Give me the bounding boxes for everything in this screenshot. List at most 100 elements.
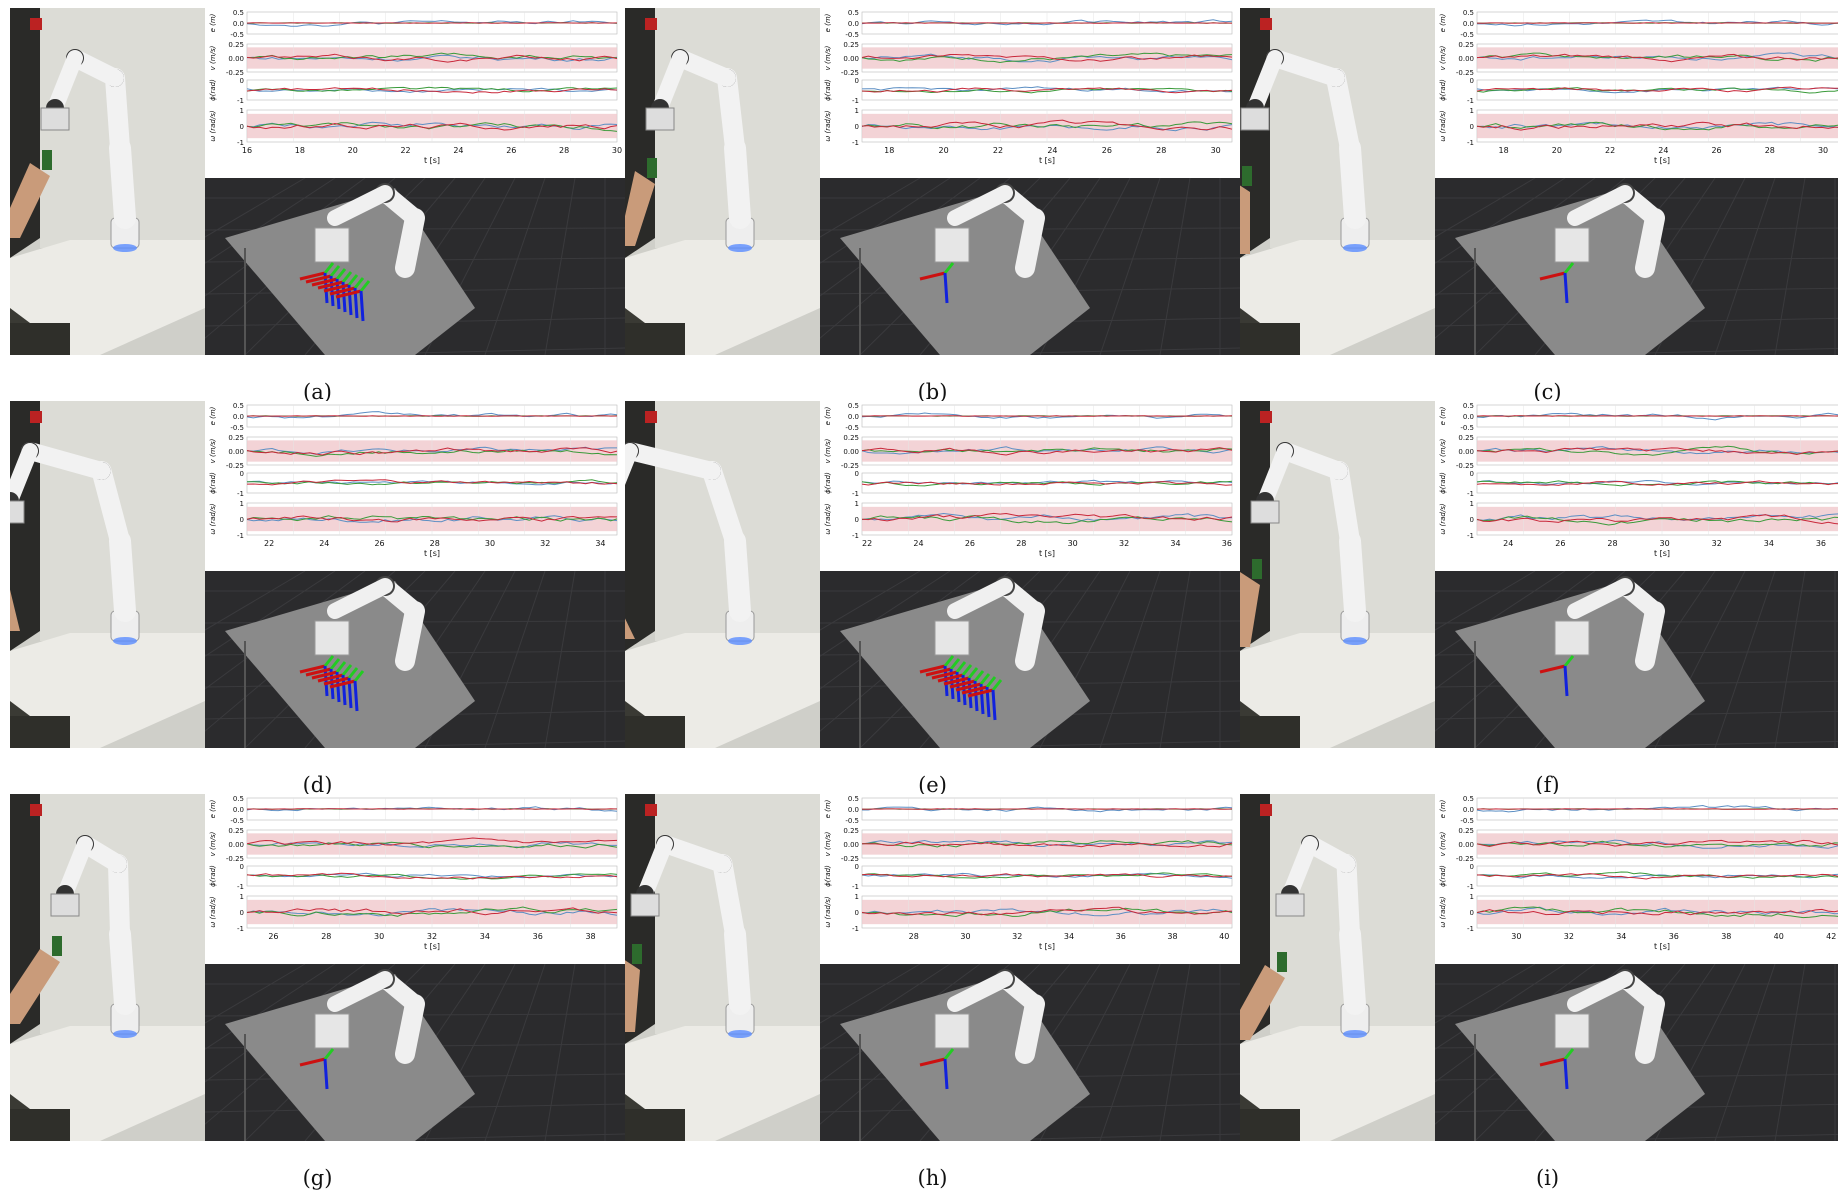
- e-plot: 0.50.0-0.5e (m): [209, 795, 617, 825]
- photo-frame: [1240, 8, 1435, 355]
- v-plot: 0.250.00-0.25v (m/s): [1439, 41, 1838, 77]
- x-tick-label: 30: [374, 932, 384, 941]
- sim-frame: [1435, 964, 1838, 1141]
- x-axis-label: t [s]: [1039, 942, 1055, 951]
- y-tick-label: -0.5: [1460, 31, 1474, 39]
- y-tick-label: 0.0: [848, 413, 859, 421]
- w-plot: 10-1ω (rad/s): [1439, 893, 1838, 933]
- x-tick-label: 24: [453, 146, 463, 155]
- y-tick-label: -0.5: [1460, 424, 1474, 432]
- y-axis-label: ϕ(rad): [209, 472, 217, 494]
- y-tick-label: 0: [240, 77, 244, 85]
- phi-plot: 0-1ϕ(rad): [1439, 863, 1838, 891]
- x-axis-label: t [s]: [1039, 549, 1055, 558]
- y-tick-label: -1: [237, 532, 244, 540]
- x-axis-label: t [s]: [424, 942, 440, 951]
- y-axis-label: e (m): [1439, 13, 1447, 32]
- y-tick-label: 0.5: [848, 795, 859, 803]
- w-plot: 10-1ω (rad/s): [824, 107, 1232, 147]
- y-tick-label: 1: [855, 500, 859, 508]
- y-tick-label: -1: [852, 883, 859, 891]
- y-tick-label: 0.5: [1463, 795, 1474, 803]
- v-plot: 0.250.00-0.25v (m/s): [824, 434, 1232, 470]
- y-axis-label: ϕ(rad): [1439, 865, 1447, 887]
- x-tick-label: 20: [348, 146, 358, 155]
- y-tick-label: -0.25: [226, 462, 244, 470]
- simulation-view: [1435, 571, 1838, 748]
- y-axis-label: v (m/s): [824, 438, 832, 463]
- phi-plot: 0-1ϕ(rad): [824, 77, 1232, 105]
- y-tick-label: -1: [852, 925, 859, 933]
- y-axis-label: ϕ(rad): [209, 79, 217, 101]
- camera-photo: [625, 8, 820, 355]
- x-tick-label: 18: [1499, 146, 1509, 155]
- y-axis-label: ω (rad/s): [824, 503, 832, 534]
- v-plot: 0.250.00-0.25v (m/s): [824, 41, 1232, 77]
- panel-caption: (g): [10, 1166, 625, 1190]
- y-tick-label: -1: [852, 139, 859, 147]
- x-tick-label: 24: [1503, 539, 1513, 548]
- y-tick-label: -1: [1467, 490, 1474, 498]
- photo-frame: [10, 401, 205, 748]
- x-tick-label: 36: [1816, 539, 1826, 548]
- y-axis-label: v (m/s): [1439, 438, 1447, 463]
- photo-frame: [1240, 794, 1435, 1141]
- x-tick-label: 22: [1605, 146, 1615, 155]
- sim-frame: [820, 178, 1240, 355]
- y-axis-label: ϕ(rad): [824, 865, 832, 887]
- y-axis-label: ϕ(rad): [1439, 472, 1447, 494]
- y-tick-label: 0: [240, 123, 244, 131]
- camera-photo: [1240, 401, 1435, 748]
- y-axis-label: ω (rad/s): [1439, 110, 1447, 141]
- y-tick-label: 0: [240, 516, 244, 524]
- y-tick-label: -0.5: [1460, 817, 1474, 825]
- x-tick-label: 26: [1555, 539, 1565, 548]
- x-tick-label: 24: [1047, 146, 1057, 155]
- y-tick-label: 0.5: [1463, 402, 1474, 410]
- y-tick-label: 0.00: [228, 448, 244, 456]
- x-tick-label: 26: [506, 146, 516, 155]
- y-tick-label: 0: [240, 909, 244, 917]
- w-plot: 10-1ω (rad/s): [1439, 107, 1838, 147]
- y-tick-label: 0: [855, 77, 859, 85]
- x-tick-label: 24: [1658, 146, 1668, 155]
- y-tick-label: -0.5: [845, 817, 859, 825]
- e-plot: 0.50.0-0.5e (m): [209, 402, 617, 432]
- x-tick-label: 34: [1064, 932, 1074, 941]
- telemetry-plots: 0.50.0-0.5e (m)0.250.00-0.25v (m/s)0-1ϕ(…: [205, 401, 625, 571]
- y-tick-label: -0.25: [1456, 69, 1474, 77]
- x-tick-label: 34: [595, 539, 605, 548]
- y-tick-label: 1: [855, 107, 859, 115]
- y-tick-label: 0.25: [1458, 827, 1474, 835]
- y-axis-label: ω (rad/s): [209, 896, 217, 927]
- y-tick-label: -0.5: [230, 31, 244, 39]
- y-tick-label: 0.25: [228, 827, 244, 835]
- y-tick-label: -1: [1467, 139, 1474, 147]
- y-tick-label: 1: [1470, 500, 1474, 508]
- simulation-view: [1435, 964, 1838, 1141]
- y-tick-label: -1: [852, 532, 859, 540]
- y-tick-label: 0.00: [1458, 55, 1474, 63]
- telemetry-plots: 0.50.0-0.5e (m)0.250.00-0.25v (m/s)0-1ϕ(…: [820, 794, 1240, 964]
- phi-plot: 0-1ϕ(rad): [824, 470, 1232, 498]
- x-tick-label: 30: [1818, 146, 1828, 155]
- w-plot: 10-1ω (rad/s): [824, 500, 1232, 540]
- y-tick-label: -1: [237, 883, 244, 891]
- y-tick-label: 1: [1470, 893, 1474, 901]
- x-axis-label: t [s]: [1654, 156, 1670, 165]
- w-plot: 10-1ω (rad/s): [209, 893, 617, 933]
- x-tick-label: 36: [1669, 932, 1679, 941]
- e-plot: 0.50.0-0.5e (m): [824, 795, 1232, 825]
- y-tick-label: 1: [855, 893, 859, 901]
- x-tick-label: 22: [862, 539, 872, 548]
- y-tick-label: 0: [855, 863, 859, 871]
- y-axis-label: e (m): [209, 406, 217, 425]
- x-tick-label: 38: [1721, 932, 1731, 941]
